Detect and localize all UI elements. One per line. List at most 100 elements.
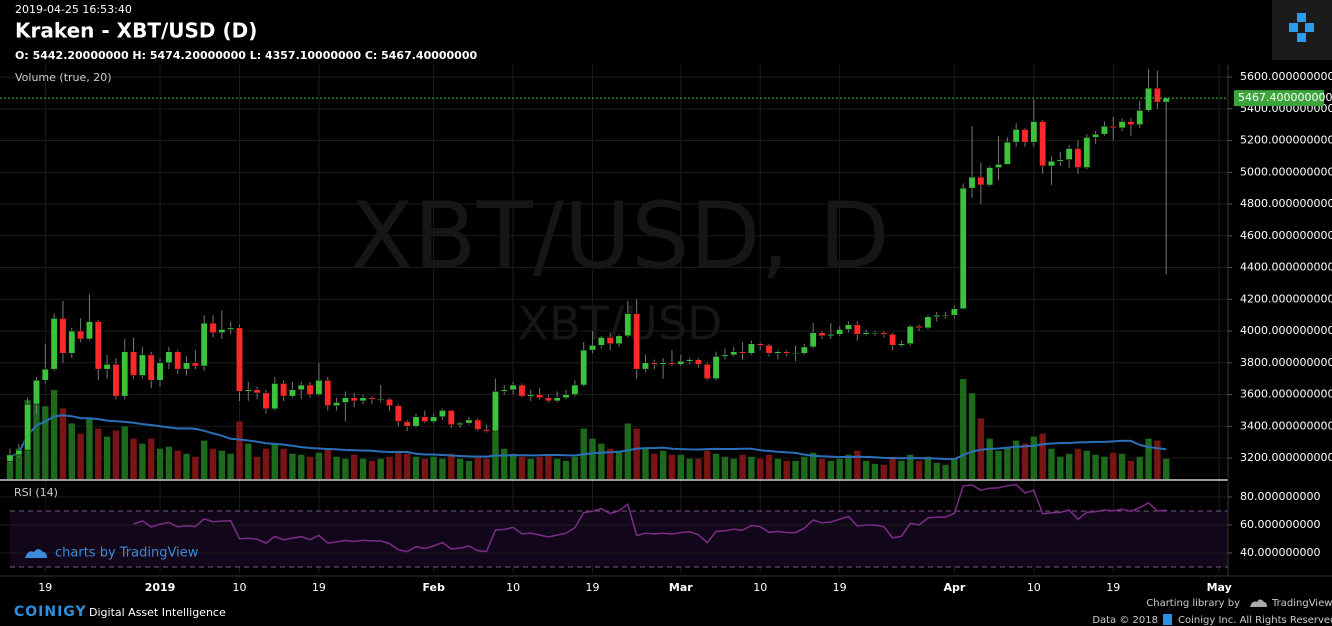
volume-bar bbox=[200, 440, 208, 479]
volume-bar bbox=[659, 450, 667, 479]
y-tick-label: 4000.000000000 bbox=[1240, 324, 1332, 337]
volume-bar bbox=[95, 428, 102, 479]
candle-body bbox=[483, 429, 491, 432]
volume-bar bbox=[907, 454, 914, 479]
volume-bar bbox=[792, 460, 799, 479]
candle-body bbox=[571, 384, 579, 395]
rsi-label: RSI (14) bbox=[14, 486, 58, 499]
volume-bar bbox=[298, 454, 305, 479]
candle-body bbox=[845, 324, 852, 330]
watermark: XBT/USD, D bbox=[350, 182, 889, 289]
volume-bar bbox=[562, 460, 570, 479]
candle-body bbox=[871, 332, 879, 334]
y-tick-label: 4200.000000000 bbox=[1240, 292, 1332, 305]
x-tick-label: Mar bbox=[669, 581, 693, 594]
volume-bar bbox=[995, 450, 1002, 479]
y-tick-label: 5200.000000000 bbox=[1240, 134, 1332, 147]
y-tick-label: 4600.000000000 bbox=[1240, 229, 1332, 242]
candle-body bbox=[59, 318, 67, 354]
tv-badge[interactable]: charts by TradingView bbox=[25, 546, 199, 561]
volume-bar bbox=[218, 450, 226, 479]
logo-square bbox=[1305, 23, 1314, 32]
volume-bar bbox=[103, 436, 111, 479]
candle-body bbox=[898, 343, 905, 346]
x-tick-label: May bbox=[1207, 581, 1232, 594]
candle-body bbox=[103, 364, 111, 370]
volume-bar bbox=[209, 448, 217, 479]
x-tick-label: 2019 bbox=[145, 581, 176, 594]
candle-body bbox=[289, 389, 296, 397]
candle-body bbox=[686, 359, 694, 362]
candle-body bbox=[747, 343, 755, 354]
rsi-tick-label: 40.000000000 bbox=[1240, 546, 1320, 559]
candle-body bbox=[227, 327, 235, 330]
candle-body bbox=[33, 380, 40, 405]
volume-bar bbox=[765, 454, 773, 479]
y-tick-label: 3200.000000000 bbox=[1240, 451, 1332, 464]
volume-bar bbox=[606, 448, 614, 479]
volume-bar bbox=[933, 462, 940, 479]
volume-bar bbox=[42, 406, 49, 479]
candle-body bbox=[24, 403, 32, 451]
candle-body bbox=[756, 343, 764, 346]
volume-bar bbox=[818, 458, 826, 479]
chart-title: Kraken - XBT/USD (D) bbox=[15, 19, 257, 43]
volume-bar bbox=[509, 453, 517, 479]
candle-body bbox=[527, 394, 535, 397]
candle-body bbox=[509, 384, 517, 391]
volume-bar bbox=[342, 458, 349, 479]
volume-bar bbox=[757, 458, 764, 479]
volume-bar bbox=[333, 456, 340, 479]
y-tick-label: 4800.000000000 bbox=[1240, 197, 1332, 210]
volume-bar bbox=[15, 448, 23, 479]
candle-body bbox=[165, 351, 173, 364]
candle-body bbox=[615, 335, 623, 345]
candle-body bbox=[1021, 129, 1029, 143]
footer-logo: COINIGY bbox=[14, 604, 87, 620]
logo-square bbox=[1289, 23, 1298, 32]
candle-body bbox=[430, 416, 438, 422]
candle-body bbox=[544, 397, 552, 402]
footer-tradingview[interactable]: TradingView bbox=[1271, 598, 1332, 609]
candle-body bbox=[995, 164, 1002, 168]
volume-bar bbox=[395, 450, 402, 479]
candle-body bbox=[174, 351, 182, 370]
candle-body bbox=[518, 384, 526, 397]
volume-bar bbox=[960, 379, 967, 479]
candle-body bbox=[6, 454, 14, 462]
candle-body bbox=[915, 326, 923, 329]
candle-body bbox=[739, 351, 746, 354]
candle-body bbox=[580, 349, 588, 386]
volume-bar bbox=[651, 453, 658, 479]
candle-body bbox=[68, 330, 76, 354]
volume-bar bbox=[862, 460, 870, 479]
tv-badge-text[interactable]: charts by TradingView bbox=[55, 546, 199, 561]
candle-body bbox=[1162, 97, 1170, 103]
candle-body bbox=[394, 405, 402, 422]
candle-body bbox=[730, 351, 738, 356]
volume-ma-line bbox=[9, 414, 1167, 461]
candle-body bbox=[1048, 160, 1055, 167]
candle-body bbox=[924, 316, 932, 329]
rights: Coinigy Inc. All Rights Reserved. bbox=[1178, 615, 1332, 626]
volume-bar bbox=[1145, 438, 1152, 479]
volume-bar bbox=[712, 453, 720, 479]
candle-body bbox=[836, 329, 844, 335]
candle-body bbox=[1030, 121, 1038, 143]
candle-body bbox=[236, 327, 243, 392]
candle-body bbox=[659, 362, 667, 365]
x-tick-label: Feb bbox=[422, 581, 445, 594]
x-tick-label: 10 bbox=[506, 581, 520, 594]
volume-label: Volume (true, 20) bbox=[15, 71, 112, 84]
y-tick-label: 3400.000000000 bbox=[1240, 419, 1332, 432]
candle-body bbox=[456, 422, 464, 425]
volume-bar bbox=[854, 450, 861, 479]
candle-body bbox=[209, 322, 217, 333]
volume-bar bbox=[501, 448, 508, 479]
candle-body bbox=[677, 360, 685, 365]
volume-bar bbox=[77, 433, 84, 479]
candle-body bbox=[350, 397, 358, 402]
volume-bar bbox=[721, 456, 729, 479]
candle-body bbox=[77, 330, 85, 340]
candle-body bbox=[862, 332, 870, 335]
